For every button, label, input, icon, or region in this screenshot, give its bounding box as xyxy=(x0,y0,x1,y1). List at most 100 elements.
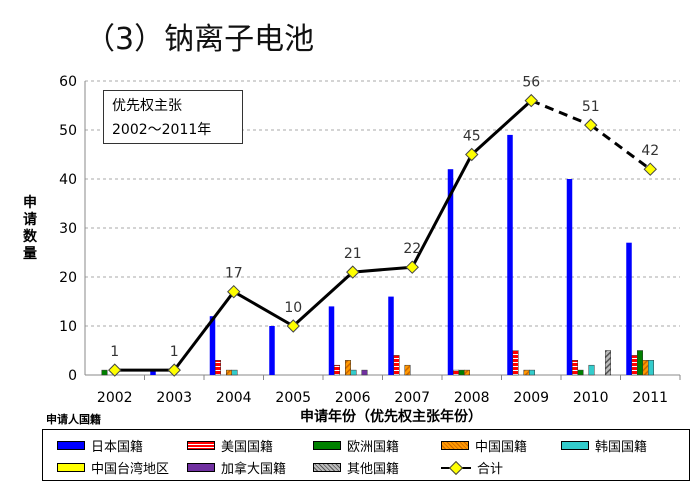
bar-韩国国籍 xyxy=(588,364,595,376)
x-tick-label: 2002 xyxy=(97,390,133,406)
x-tick-label: 2006 xyxy=(335,390,371,406)
y-tick-label: 20 xyxy=(59,270,77,286)
x-tick-label: 2003 xyxy=(156,390,192,406)
bar-日本国籍 xyxy=(269,326,275,375)
total-line-segment xyxy=(352,265,413,274)
total-line-segment xyxy=(410,153,474,268)
data-label: 10 xyxy=(284,300,302,316)
legend-swatch xyxy=(313,463,341,472)
bar-韩国国籍 xyxy=(529,369,535,376)
legend-label: 日本国籍 xyxy=(91,440,144,455)
x-axis-label: 申请年份（优先权主张年份） xyxy=(300,409,482,425)
bar-其他国籍 xyxy=(605,350,611,376)
y-axis-label: 申请数量 xyxy=(23,195,37,262)
total-marker xyxy=(227,284,241,299)
bar-韩国国籍 xyxy=(648,360,654,376)
data-label: 51 xyxy=(582,99,600,115)
info-line-1: 优先权主张 xyxy=(112,98,182,114)
legend-item: 中国台湾地区 xyxy=(57,458,169,477)
data-label: 17 xyxy=(225,266,243,282)
legend-label: 中国国籍 xyxy=(475,440,528,455)
bar-日本国籍 xyxy=(388,296,394,375)
bar-日本国籍 xyxy=(626,242,632,375)
legend-item: 中国国籍 xyxy=(441,436,527,455)
data-label: 22 xyxy=(403,241,421,257)
legend-item: 韩国国籍 xyxy=(561,436,647,455)
bar-中国国籍 xyxy=(642,360,649,376)
legend-item: 美国国籍 xyxy=(187,436,273,455)
bar-美国国籍 xyxy=(453,369,459,376)
legend-item: 日本国籍 xyxy=(57,436,143,455)
legend-label: 欧洲国籍 xyxy=(347,440,400,455)
bar-美国国籍 xyxy=(512,350,519,376)
bar-韩国国籍 xyxy=(231,369,238,376)
info-box: 优先权主张 2002～2011年 xyxy=(103,90,243,144)
y-tick-label: 60 xyxy=(59,74,77,90)
total-marker xyxy=(167,363,181,377)
bar-日本国籍 xyxy=(507,134,513,375)
y-tick-label: 30 xyxy=(59,221,77,237)
legend-swatch xyxy=(57,441,85,450)
total-marker xyxy=(405,260,419,274)
legend-item: 其他国籍 xyxy=(313,458,399,477)
legend-title: 申请人国籍 xyxy=(46,413,101,426)
bar-日本国籍 xyxy=(150,370,156,375)
total-marker xyxy=(465,147,479,162)
data-label: 21 xyxy=(344,246,362,262)
legend-swatch xyxy=(57,463,85,472)
bar-美国国籍 xyxy=(215,360,221,376)
legend-swatch xyxy=(561,441,589,450)
y-tick-label: 40 xyxy=(59,172,77,188)
x-tick-label: 2008 xyxy=(454,390,490,406)
total-marker xyxy=(286,319,300,333)
x-tick-label: 2007 xyxy=(394,390,430,406)
total-line-segment xyxy=(589,123,652,171)
x-tick-label: 2009 xyxy=(513,390,549,406)
legend-swatch xyxy=(441,460,471,475)
legend-label: 韩国国籍 xyxy=(595,440,648,455)
total-marker xyxy=(584,118,598,132)
data-label: 56 xyxy=(522,75,540,91)
bar-欧洲国籍 xyxy=(101,369,108,376)
bar-加拿大国籍 xyxy=(361,369,368,376)
bar-美国国籍 xyxy=(572,360,578,376)
bar-美国国籍 xyxy=(393,355,400,376)
total-line-segment xyxy=(470,99,533,156)
legend-swatch xyxy=(187,463,215,472)
legend-item: 合计 xyxy=(441,458,503,477)
legend-swatch xyxy=(187,441,215,450)
bar-欧洲国籍 xyxy=(577,369,584,376)
bar-中国国籍 xyxy=(345,360,351,376)
y-tick-label: 10 xyxy=(59,319,77,335)
total-marker xyxy=(346,265,360,279)
bar-日本国籍 xyxy=(328,306,335,375)
legend-item: 加拿大国籍 xyxy=(187,458,286,477)
x-tick-label: 2004 xyxy=(216,390,252,406)
total-marker xyxy=(108,363,122,377)
y-tick-label: 50 xyxy=(59,123,77,139)
bar-中国国籍 xyxy=(226,369,232,376)
data-label: 42 xyxy=(641,143,659,159)
bar-美国国籍 xyxy=(334,364,340,376)
total-line-segment xyxy=(530,99,592,127)
legend-item: 欧洲国籍 xyxy=(313,436,399,455)
total-marker xyxy=(643,162,657,176)
x-tick-label: 2011 xyxy=(632,390,668,406)
total-marker xyxy=(524,93,538,108)
bar-欧洲国籍 xyxy=(458,369,465,376)
bar-中国国籍 xyxy=(523,369,530,376)
legend-swatch xyxy=(441,441,469,450)
bar-中国国籍 xyxy=(404,364,411,376)
bar-日本国籍 xyxy=(566,179,573,375)
legend-label: 加拿大国籍 xyxy=(221,462,287,477)
bar-日本国籍 xyxy=(447,169,454,375)
legend: 日本国籍 美国国籍 欧洲国籍 中国国籍 韩国国籍中国台湾地区 加拿大国籍 其他国籍 合计 xyxy=(42,429,690,481)
y-tick-label: 0 xyxy=(68,368,77,384)
legend-label: 其他国籍 xyxy=(347,462,400,477)
bar-日本国籍 xyxy=(209,316,216,375)
legend-swatch xyxy=(313,441,341,450)
bar-中国国籍 xyxy=(464,369,470,376)
legend-label: 美国国籍 xyxy=(221,440,274,455)
data-label: 1 xyxy=(110,344,119,360)
